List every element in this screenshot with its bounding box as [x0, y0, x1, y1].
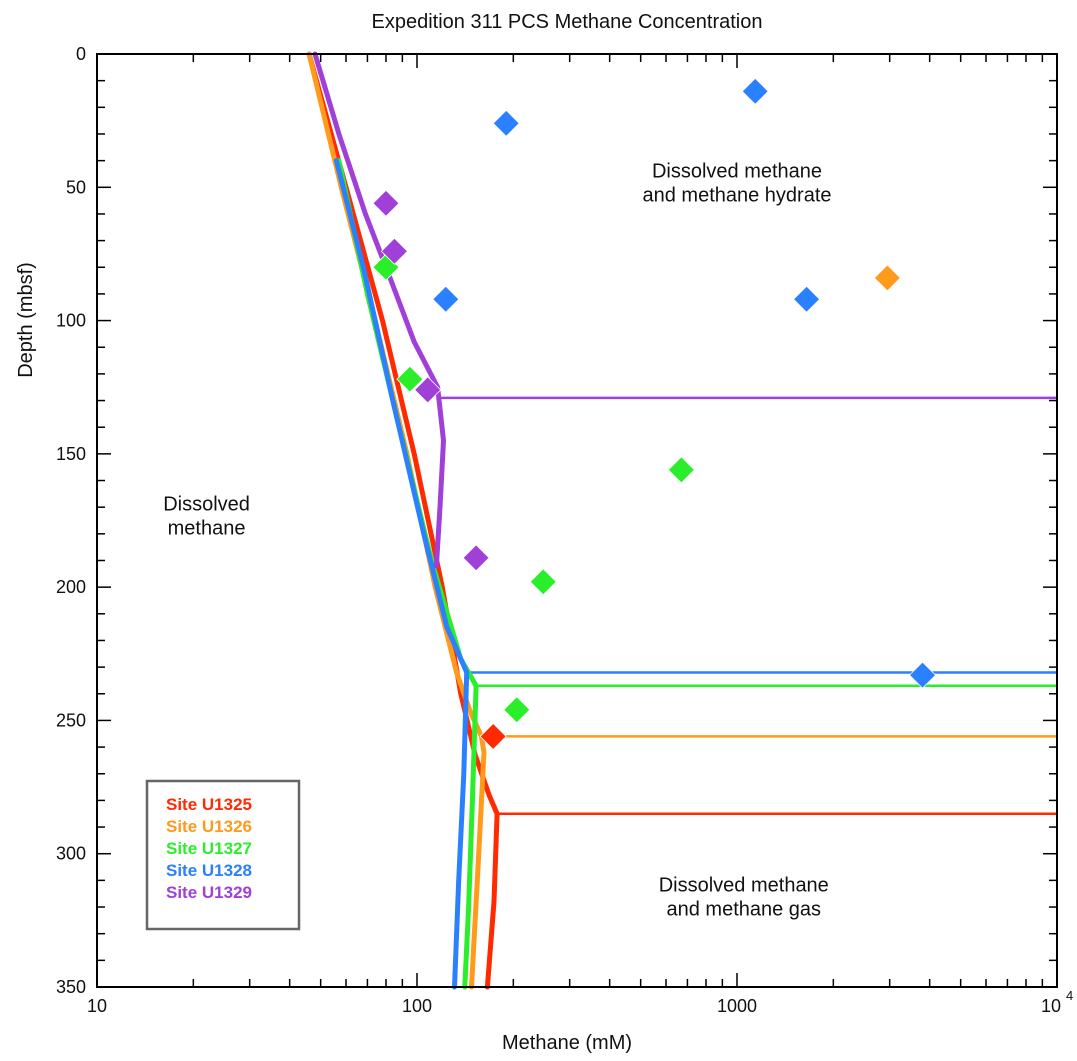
region-annotation: Dissolved methane [659, 875, 829, 897]
data-point-4-5 [908, 661, 937, 689]
legend-box [145, 779, 301, 931]
solubility-curve-2 [306, 51, 487, 990]
data-point-5-2 [380, 237, 408, 265]
y-tick-label: 0 [76, 44, 86, 64]
region-annotation: Dissolved methane [652, 160, 822, 182]
data-point-5-4 [462, 544, 490, 572]
solubility-curve-5 [312, 51, 446, 569]
data-point-5-1 [372, 189, 400, 217]
y-tick-label: 50 [66, 177, 86, 197]
plot-frame [96, 53, 1058, 988]
solubility-curve-3 [336, 158, 479, 990]
solubility-curve-1 [306, 51, 500, 990]
region-annotation: and methane hydrate [642, 184, 831, 206]
y-tick-label: 250 [56, 710, 86, 730]
x-tick-label: 1000 [717, 996, 757, 1016]
x-tick-label: 10 [87, 996, 107, 1016]
data-point-3-4 [529, 568, 557, 596]
y-tick-label: 350 [56, 977, 86, 997]
x-tick-label: 10 [1041, 996, 1061, 1016]
legend-entry-3: Site U1327 [166, 839, 252, 858]
chart-title: Expedition 311 PCS Methane Concentration [372, 11, 763, 33]
y-axis-label: Depth (mbsf) [15, 262, 37, 378]
legend-entry-2: Site U1326 [166, 817, 252, 836]
legend-entry-1: Site U1325 [166, 795, 252, 814]
plot-area: 10 100 1000 10 4 0 50 100 150 200 250 300 350 Dissolv… [56, 44, 1073, 1016]
region-annotation: and methane gas [666, 899, 821, 921]
region-annotation: Dissolved [163, 494, 250, 516]
data-point-3-5 [503, 696, 531, 724]
y-tick-label: 150 [56, 444, 86, 464]
y-tick-label: 300 [56, 844, 86, 864]
solubility-curve-4 [333, 158, 470, 990]
data-point-2-1 [873, 264, 901, 292]
region-annotation: methane [168, 518, 246, 540]
y-tick-label: 100 [56, 311, 86, 331]
x-tick-exponent: 4 [1066, 988, 1073, 1003]
data-point-4-4 [793, 285, 821, 313]
data-point-1-1 [479, 722, 507, 750]
data-point-4-3 [432, 285, 460, 313]
y-tick-label: 200 [56, 577, 86, 597]
x-axis-label: Methane (mM) [502, 1032, 632, 1054]
data-point-3-2 [396, 365, 424, 393]
data-point-4-2 [492, 109, 520, 137]
data-point-3-3 [667, 456, 695, 484]
legend-entry-4: Site U1328 [166, 861, 252, 880]
data-point-4-1 [741, 77, 769, 105]
legend-entry-5: Site U1329 [166, 883, 252, 902]
x-tick-label: 100 [402, 996, 432, 1016]
data-point-5-3 [414, 376, 442, 404]
